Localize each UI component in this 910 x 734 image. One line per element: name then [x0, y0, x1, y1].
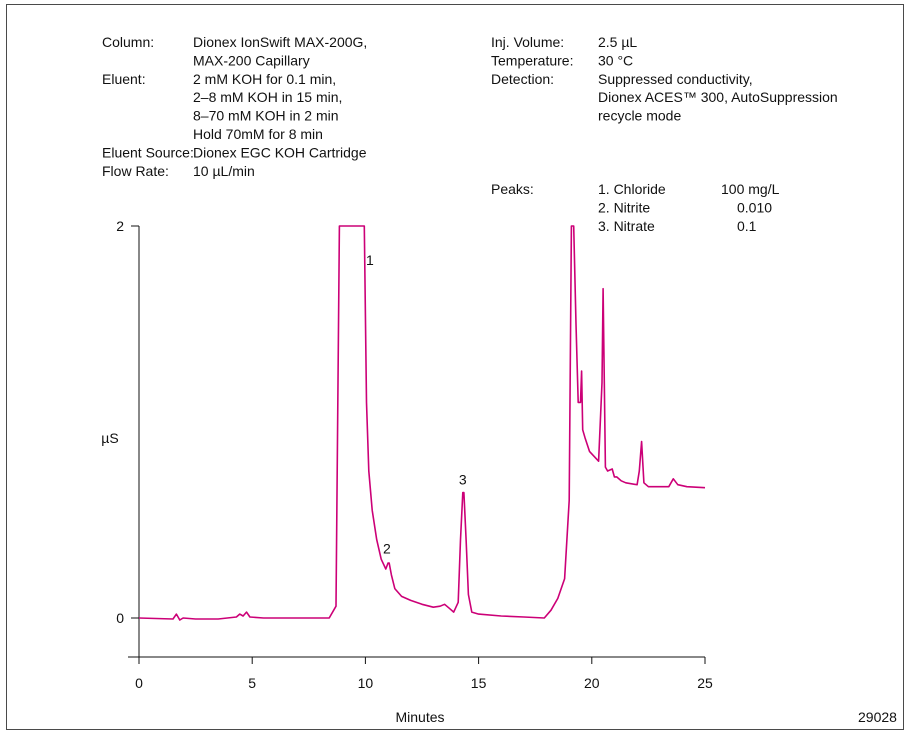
left-cond-value-1-1: 2–8 mM KOH in 15 min, — [193, 89, 342, 105]
peak-label-2: 2 — [383, 540, 391, 556]
left-cond-label-2: Eluent Source: — [102, 144, 194, 160]
left-cond-value-1-3: Hold 70mM for 8 min — [193, 126, 323, 142]
peak-name-2: 3. Nitrate — [598, 218, 655, 234]
x-tick-label-5: 25 — [697, 675, 713, 691]
peak-amount-0: 100 mg/L — [721, 181, 780, 197]
x-tick-label-4: 20 — [584, 675, 600, 691]
figure-id: 29028 — [858, 709, 897, 725]
left-cond-value-1-0: 2 mM KOH for 0.1 min, — [193, 71, 336, 87]
y-axis-title: µS — [101, 430, 118, 446]
right-cond-value-2-1: Dionex ACES™ 300, AutoSuppression — [598, 89, 838, 105]
plot-area — [138, 225, 706, 621]
x-tick-label-3: 15 — [471, 675, 487, 691]
y-ticks: 02 — [116, 218, 139, 626]
left-cond-value-1-2: 8–70 mM KOH in 2 min — [193, 108, 339, 124]
right-cond-value-2-2: recycle mode — [598, 108, 681, 124]
peak-name-1: 2. Nitrite — [598, 200, 650, 216]
peak-labels: 1 2 3 — [366, 252, 467, 556]
left-cond-value-0-1: MAX-200 Capillary — [193, 52, 310, 68]
x-tick-label-0: 0 — [135, 675, 143, 691]
peak-label-1: 1 — [366, 252, 374, 268]
right-cond-value-2-0: Suppressed conductivity, — [598, 71, 753, 87]
peak-label-3: 3 — [459, 472, 467, 488]
right-cond-value-1-0: 30 °C — [598, 52, 633, 68]
left-cond-value-2-0: Dionex EGC KOH Cartridge — [193, 144, 367, 160]
x-ticks: 0 5 10 15 20 25 — [135, 657, 713, 691]
left-cond-value-0-0: Dionex IonSwift MAX-200G, — [193, 34, 367, 50]
x-tick-label-1: 5 — [248, 675, 256, 691]
peak-amount-2: 0.1 — [737, 218, 757, 234]
peaks-label: Peaks: — [491, 181, 534, 197]
x-axis-title: Minutes — [395, 709, 444, 725]
left-cond-label-1: Eluent: — [102, 71, 146, 87]
x-tick-label-2: 10 — [358, 675, 374, 691]
conditions-block: Column: Dionex IonSwift MAX-200G, MAX-200 … — [102, 34, 838, 234]
left-cond-value-3-0: 10 µL/min — [193, 163, 255, 179]
right-cond-value-0-0: 2.5 µL — [598, 34, 637, 50]
peak-amount-1: 0.010 — [737, 200, 772, 216]
axes: 0 5 10 15 20 25 02 — [116, 218, 713, 691]
right-cond-label-2: Detection: — [491, 71, 554, 87]
left-cond-label-3: Flow Rate: — [102, 163, 169, 179]
right-cond-label-1: Temperature: — [491, 52, 573, 68]
left-cond-label-0: Column: — [102, 34, 154, 50]
y-tick-label-0: 0 — [116, 610, 124, 626]
chromatogram-trace-0 — [138, 225, 706, 621]
right-cond-label-0: Inj. Volume: — [491, 34, 564, 50]
peak-name-0: 1. Chloride — [598, 181, 666, 197]
y-tick-label-1: 2 — [116, 218, 124, 234]
